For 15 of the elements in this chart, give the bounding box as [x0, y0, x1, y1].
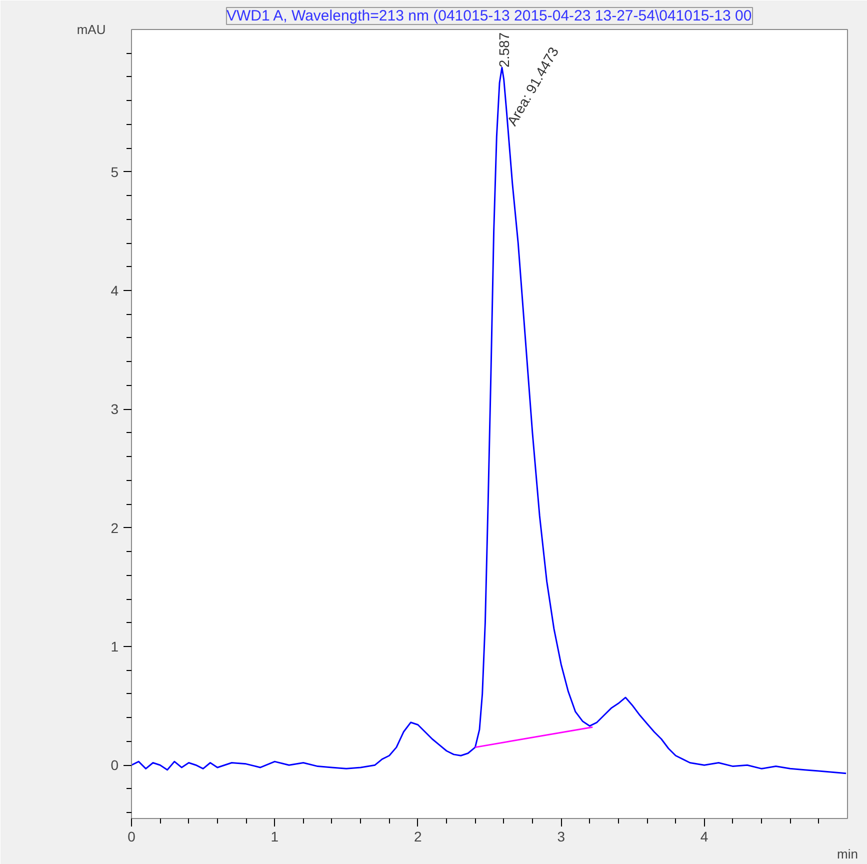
- chart-title: VWD1 A, Wavelength=213 nm (041015-13 2015-04-23 13-27-54\041015-13 00: [226, 8, 752, 24]
- y-tick-label: 3: [110, 401, 119, 418]
- y-tick-label: 2: [110, 520, 119, 536]
- x-tick-label: 4: [700, 828, 708, 844]
- x-axis-title: min: [837, 846, 858, 862]
- annotation: 2.587: [496, 32, 512, 68]
- x-tick-label: 3: [557, 828, 566, 844]
- y-tick-label: 5: [110, 164, 119, 180]
- x-tick-label: 1: [270, 828, 279, 844]
- y-tick-label: 4: [110, 282, 119, 299]
- y-tick-label: 1: [110, 638, 119, 654]
- y-axis-title: mAU: [76, 22, 106, 37]
- x-tick-label: 2: [414, 828, 422, 844]
- x-tick-label: 0: [128, 828, 136, 844]
- y-tick-label: 0: [110, 757, 119, 774]
